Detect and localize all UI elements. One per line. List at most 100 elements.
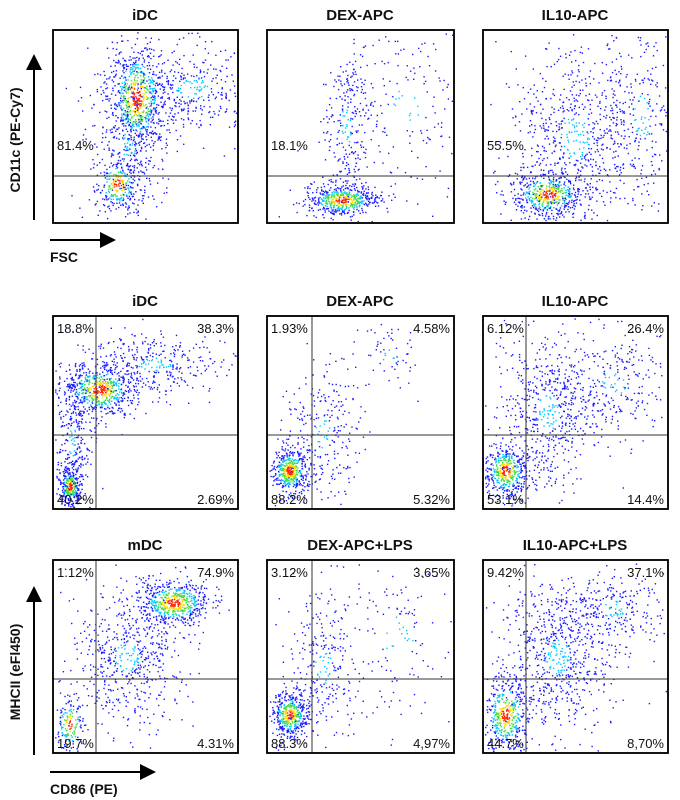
event-dot	[116, 373, 118, 375]
event-dot	[91, 107, 93, 109]
event-dot	[134, 198, 136, 201]
event-dot	[344, 127, 347, 129]
event-dot	[115, 397, 118, 399]
event-dot	[611, 138, 613, 140]
event-dot	[410, 176, 412, 178]
event-dot	[359, 198, 362, 200]
event-dot	[96, 91, 99, 93]
event-dot	[543, 218, 546, 220]
event-dot	[80, 385, 83, 387]
event-dot	[328, 118, 330, 120]
event-dot	[561, 167, 563, 169]
event-dot	[147, 112, 149, 115]
event-dot	[109, 381, 111, 383]
event-dot	[183, 119, 185, 121]
event-dot	[209, 106, 211, 108]
event-dot	[108, 77, 110, 80]
event-dot	[557, 58, 560, 61]
event-dot	[82, 345, 84, 347]
event-dot	[650, 115, 652, 118]
event-dot	[88, 395, 90, 397]
event-dot	[548, 215, 550, 218]
event-dot	[552, 202, 554, 204]
event-dot	[114, 398, 116, 400]
event-dot	[572, 213, 574, 215]
event-dot	[335, 210, 337, 213]
event-dot	[592, 135, 594, 138]
event-dot	[630, 83, 632, 85]
event-dot	[434, 70, 437, 72]
event-dots	[490, 34, 668, 222]
event-dot	[74, 385, 76, 387]
event-dot	[103, 401, 105, 403]
event-dot	[88, 372, 91, 374]
event-dot	[127, 209, 129, 211]
event-dot	[515, 199, 517, 201]
event-dot	[147, 89, 149, 91]
event-dot	[118, 133, 121, 135]
event-dot	[145, 384, 147, 386]
event-dot	[578, 71, 580, 73]
event-dot	[125, 125, 127, 127]
event-dot	[131, 96, 133, 98]
event-dot	[148, 102, 150, 104]
event-dot	[552, 130, 554, 133]
event-dot	[63, 474, 65, 477]
event-dot	[550, 113, 552, 116]
event-dot	[325, 194, 328, 197]
event-dot	[75, 492, 77, 495]
event-dot	[596, 139, 599, 142]
event-dot	[318, 200, 320, 202]
event-dot	[107, 412, 109, 414]
event-dot	[186, 102, 188, 104]
event-dot	[109, 98, 111, 100]
event-dot	[184, 354, 186, 356]
event-dot	[143, 77, 146, 79]
event-dot	[225, 96, 227, 99]
event-dot	[629, 113, 631, 115]
event-dot	[589, 108, 591, 111]
event-dot	[224, 81, 227, 83]
event-dot	[349, 216, 352, 218]
event-dot	[107, 373, 109, 375]
event-dot	[363, 151, 365, 154]
event-dot	[538, 199, 541, 201]
event-dot	[109, 398, 111, 400]
event-dot	[556, 192, 558, 194]
event-dot	[111, 391, 113, 393]
event-dot	[614, 69, 616, 72]
event-dot	[133, 99, 136, 101]
event-dot	[354, 206, 356, 208]
event-dot	[637, 36, 640, 39]
event-dot	[618, 146, 620, 148]
event-dot	[328, 189, 331, 191]
event-dot	[147, 119, 150, 122]
event-dot	[508, 86, 510, 88]
event-dot	[124, 83, 126, 85]
event-dot	[602, 136, 604, 139]
event-dot	[549, 190, 551, 192]
event-dot	[115, 183, 118, 186]
event-dot	[542, 210, 544, 212]
event-dot	[127, 154, 130, 156]
event-dot	[85, 138, 87, 140]
event-dot	[580, 194, 582, 196]
event-dot	[599, 113, 601, 116]
event-dot	[152, 102, 155, 105]
event-dot	[561, 214, 564, 216]
event-dot	[226, 75, 228, 78]
event-dot	[194, 86, 196, 89]
event-dot	[137, 64, 139, 66]
event-dot	[609, 129, 611, 131]
event-dot	[132, 100, 135, 103]
event-dot	[578, 188, 580, 191]
event-dot	[642, 122, 644, 124]
event-dot	[129, 71, 131, 73]
event-dot	[99, 210, 101, 212]
event-dot	[298, 202, 300, 205]
event-dot	[101, 385, 103, 388]
event-dot	[199, 119, 201, 122]
event-dot	[628, 136, 630, 138]
event-dot	[225, 59, 227, 61]
event-dot	[538, 200, 541, 202]
